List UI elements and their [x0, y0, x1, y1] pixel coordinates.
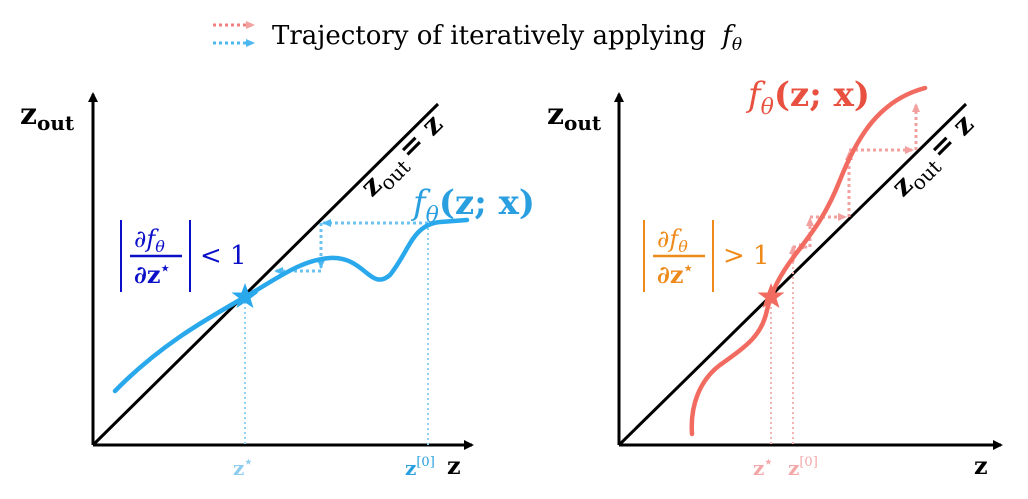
legend: Trajectory of iteratively applying fθ	[213, 21, 742, 55]
svg-text:z[0]: z[0]	[405, 455, 435, 480]
right-deriv-den: ∂z	[657, 260, 683, 289]
svg-text:∂z⋆: ∂z⋆	[134, 259, 170, 289]
right-curve-args: (z; x)	[774, 75, 870, 115]
right-derivative: ∂fθ ∂z⋆ > 1	[644, 220, 770, 292]
right-deriv-num-sub: θ	[678, 237, 688, 256]
right-panel: zout z zout= z fθ(z; x)	[547, 75, 1001, 480]
left-tick-star: z	[233, 456, 244, 480]
right-x-label: z	[974, 451, 988, 480]
svg-text:∂fθ: ∂fθ	[657, 225, 688, 256]
left-function-curve	[115, 220, 467, 391]
right-tick-z0-sup: [0]	[799, 455, 817, 470]
svg-text:fθ(z; x): fθ(z; x)	[745, 75, 870, 120]
left-curve-args: (z; x)	[439, 183, 535, 223]
right-curve-sub: θ	[761, 95, 774, 120]
left-curve-sub: θ	[426, 203, 439, 228]
left-y-label-sub: out	[37, 111, 75, 135]
svg-text:Trajectory of iteratively appl: Trajectory of iteratively applying fθ	[272, 21, 742, 55]
svg-text:z⋆: z⋆	[233, 455, 253, 480]
left-deriv-den: ∂z	[134, 260, 160, 289]
legend-text: Trajectory of iteratively applying	[272, 21, 706, 51]
right-tick-star: z	[753, 456, 764, 480]
left-panel: zout z zout= z fθ(z; x) ∂fθ	[20, 94, 535, 480]
svg-text:z[0]: z[0]	[788, 455, 818, 480]
left-tick-z0: z	[405, 456, 416, 480]
left-y-label: z	[20, 97, 37, 132]
right-deriv-den-sup: ⋆	[683, 259, 692, 277]
svg-text:zout= z: zout= z	[354, 108, 453, 207]
svg-text:∂z⋆: ∂z⋆	[657, 259, 693, 289]
svg-text:z⋆: z⋆	[753, 455, 773, 480]
svg-text:fθ(z; x): fθ(z; x)	[410, 183, 535, 228]
legend-func-sub: θ	[732, 35, 742, 55]
right-tick-z0: z	[788, 456, 799, 480]
right-y-label: z	[547, 97, 564, 132]
left-tick-z0-sup: [0]	[416, 455, 434, 470]
svg-text:zout= z: zout= z	[885, 108, 984, 207]
left-x-label: z	[447, 451, 461, 480]
right-y-label-sub: out	[564, 111, 602, 135]
svg-text:∂fθ: ∂fθ	[134, 225, 165, 256]
left-deriv-rel: < 1	[200, 241, 247, 271]
svg-text:zout: zout	[20, 97, 75, 135]
left-deriv-den-sup: ⋆	[160, 259, 169, 277]
svg-text:zout: zout	[547, 97, 602, 135]
left-derivative: ∂fθ ∂z⋆ < 1	[121, 220, 247, 292]
left-deriv-num-sub: θ	[155, 237, 165, 256]
left-tick-star-sup: ⋆	[244, 455, 252, 470]
right-tick-star-sup: ⋆	[764, 455, 772, 470]
right-deriv-rel: > 1	[723, 241, 770, 271]
